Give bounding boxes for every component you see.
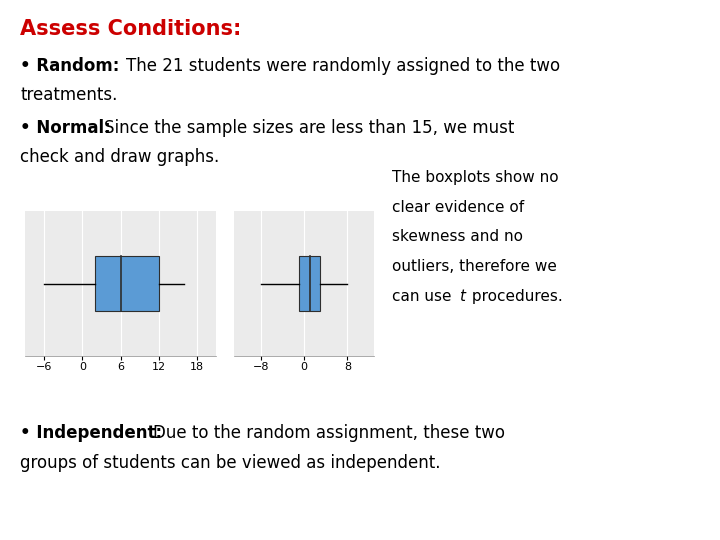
Text: Assess Conditions:: Assess Conditions: [20, 19, 241, 39]
Text: t: t [459, 289, 465, 304]
Text: skewness and no: skewness and no [392, 230, 523, 245]
Bar [299, 256, 320, 311]
Text: The 21 students were randomly assigned to the two: The 21 students were randomly assigned t… [126, 57, 560, 75]
Text: • Normal:: • Normal: [20, 119, 111, 137]
Bar [95, 256, 158, 311]
Text: clear evidence of: clear evidence of [392, 200, 525, 215]
Text: can use: can use [392, 289, 456, 304]
Text: • Random:: • Random: [20, 57, 120, 75]
Text: Due to the random assignment, these two: Due to the random assignment, these two [153, 424, 505, 442]
Text: outliers, therefore we: outliers, therefore we [392, 259, 557, 274]
Text: The boxplots show no: The boxplots show no [392, 170, 559, 185]
Text: treatments.: treatments. [20, 86, 117, 104]
Text: groups of students can be viewed as independent.: groups of students can be viewed as inde… [20, 454, 441, 471]
Text: procedures.: procedures. [467, 289, 563, 304]
Text: check and draw graphs.: check and draw graphs. [20, 148, 220, 166]
Text: • Independent:: • Independent: [20, 424, 162, 442]
Text: Since the sample sizes are less than 15, we must: Since the sample sizes are less than 15,… [104, 119, 515, 137]
